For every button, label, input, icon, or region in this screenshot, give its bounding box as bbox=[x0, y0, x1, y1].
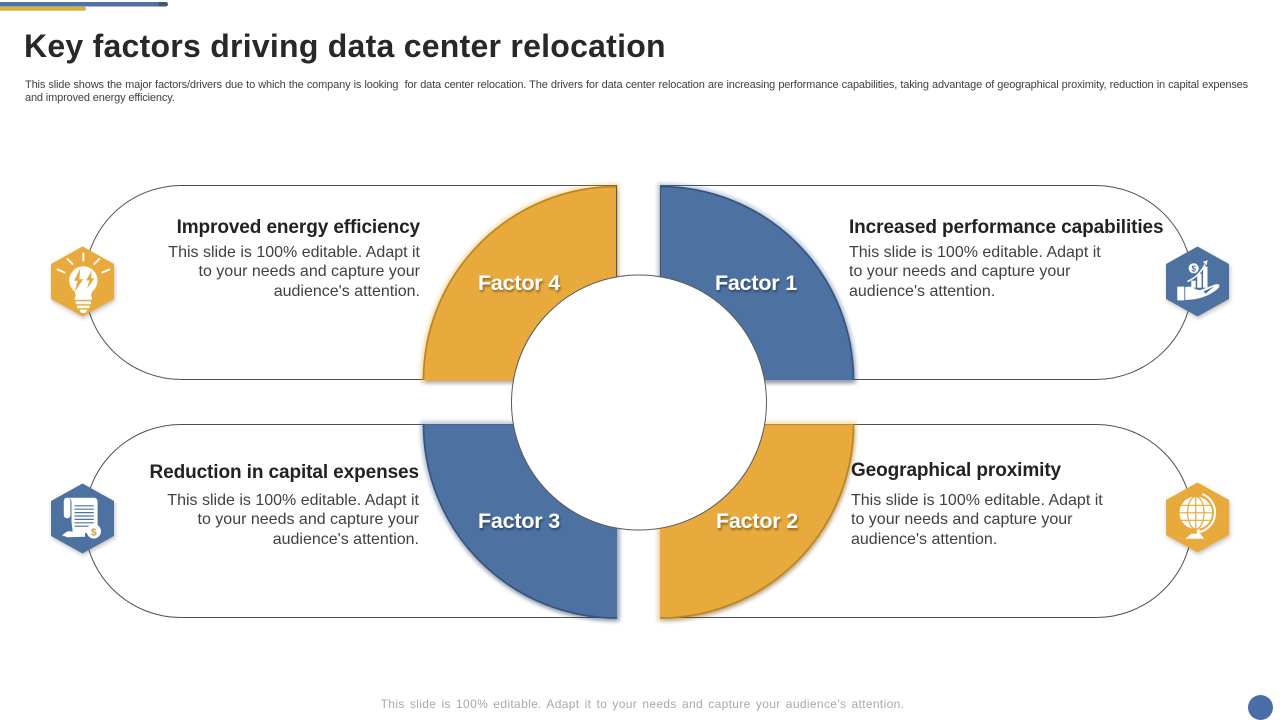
svg-text:$: $ bbox=[91, 526, 97, 538]
svg-text:$: $ bbox=[1191, 265, 1196, 274]
